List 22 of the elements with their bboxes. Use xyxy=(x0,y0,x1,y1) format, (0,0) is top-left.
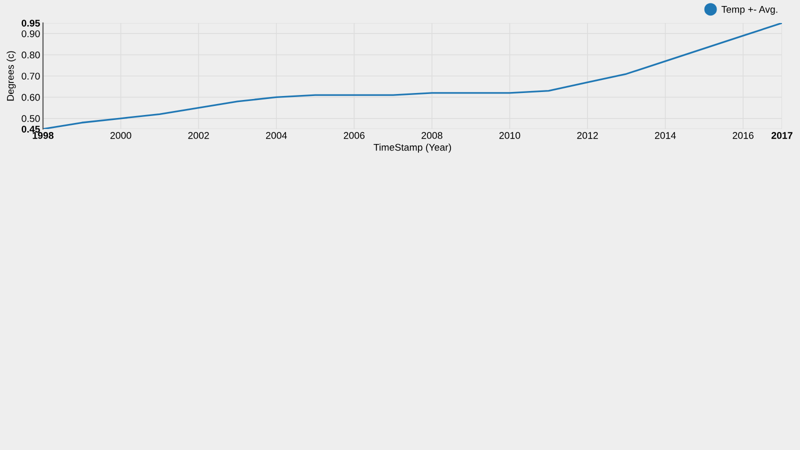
y-tick-label: 0.95 xyxy=(22,20,40,27)
y-axis-title: Degrees (c) xyxy=(6,51,16,101)
x-tick-label: 2012 xyxy=(577,132,598,139)
line-series xyxy=(43,23,782,129)
x-tick-label: 2006 xyxy=(344,132,365,139)
x-tick-label: 2008 xyxy=(422,132,442,139)
x-tick-label: 2014 xyxy=(654,132,676,139)
x-tick-label: 2004 xyxy=(266,132,287,139)
y-tick-label: 0.90 xyxy=(22,30,40,38)
y-tick-label: 0.50 xyxy=(22,115,40,122)
y-tick-label: 0.45 xyxy=(22,126,40,133)
y-tick-label: 0.70 xyxy=(22,72,40,80)
x-tick-label: 1998 xyxy=(32,132,54,139)
x-axis-title: TimeStamp (Year) xyxy=(374,144,451,153)
legend-label: Temp +- Avg. xyxy=(721,6,778,15)
x-tick-label: 2010 xyxy=(499,132,520,139)
x-tick-label: 2000 xyxy=(110,132,132,139)
y-tick-label: 0.60 xyxy=(22,94,40,101)
x-tick-label: 2017 xyxy=(772,132,792,139)
x-tick-label: 2002 xyxy=(188,132,209,139)
x-tick-label: 2016 xyxy=(732,132,754,139)
y-tick-label: 0.80 xyxy=(22,52,40,58)
